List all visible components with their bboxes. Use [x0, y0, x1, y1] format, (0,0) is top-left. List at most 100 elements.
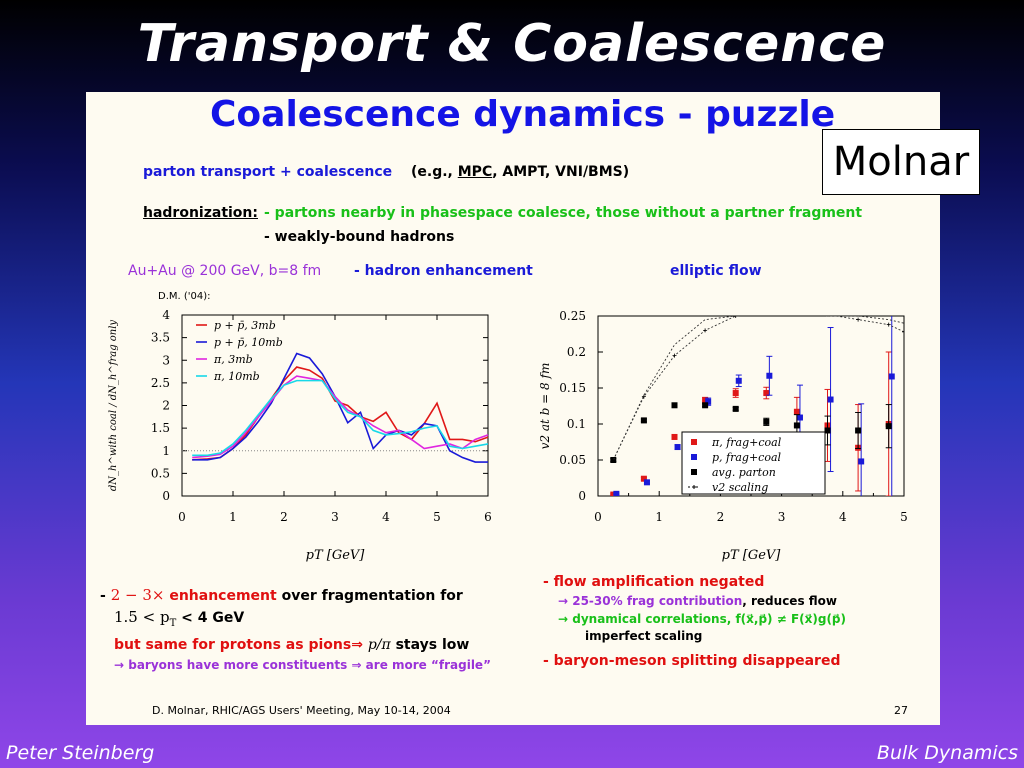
x-axis-label: pT [GeV]: [722, 548, 782, 563]
data-point-1: [674, 444, 681, 451]
y-tick-label: 0: [162, 489, 170, 503]
legend-label-1: p, frag+coal: [712, 451, 782, 464]
data-point-2: [732, 405, 739, 412]
legend-label-3: v2 scaling: [712, 481, 768, 494]
left-bullet3: → baryons have more constituents ⇒ are m…: [114, 658, 491, 672]
x-tick-label: 1: [655, 510, 663, 524]
series-line-2: [192, 375, 489, 459]
left-bullet2-c: stays low: [395, 637, 470, 653]
data-point-1: [643, 479, 650, 486]
right-head-topic: elliptic flow: [670, 263, 762, 279]
line1-rest: , AMPT, VNI/BMS): [492, 164, 630, 180]
left-bullet1-factor: 2 − 3×: [110, 586, 165, 604]
scaling-curve-1: [612, 316, 904, 461]
legend-marker-3: [692, 485, 696, 489]
y-tick-label: 3: [162, 353, 170, 367]
series-line-3: [192, 379, 489, 457]
y-tick-label: 0.15: [559, 381, 586, 395]
left-bullet2: but same for protons as pions⇒ p/π stays…: [114, 637, 469, 653]
data-point-1: [766, 372, 773, 379]
x-tick-label: 2: [280, 510, 288, 524]
left-bullet1-row2: 1.5 < pT < 4 GeV: [114, 608, 244, 629]
y-tick-label: 2: [162, 399, 170, 413]
footer-left: Peter Steinberg: [6, 742, 155, 764]
y-tick-label: 4: [162, 308, 170, 322]
data-point-0: [732, 390, 739, 397]
data-point-2: [885, 423, 892, 430]
x-tick-label: 3: [331, 510, 339, 524]
left-head-topic: - hadron enhancement: [354, 263, 533, 279]
hadronization-label: hadronization:: [143, 205, 258, 221]
legend-swatch-1: [691, 454, 697, 460]
x-tick-label: 3: [778, 510, 786, 524]
y-axis-label: v2 at b = 8 fm: [538, 363, 552, 450]
footer-right: Bulk Dynamics: [876, 742, 1018, 764]
hadronization-line2: - weakly-bound hadrons: [264, 229, 455, 245]
scaling-point: [856, 317, 861, 322]
right-bullet2-b: , reduces flow: [742, 594, 837, 608]
y-tick-label: 1.5: [151, 421, 170, 435]
legend-label-2: avg. parton: [712, 466, 776, 479]
hadron-enhancement-chart: 0 1 2 3 4 5 6 0 0.5 1 1.5 2 2.5 3 3.5 4 pT [GeV] dN_h^wit…: [108, 308, 492, 563]
right-bullet3: → dynamical correlations, f(x⃗,p⃗) ≠ F(x…: [558, 612, 847, 626]
x-tick-label: 2: [717, 510, 725, 524]
left-bullet1-row1: - 2 − 3× enhancement over fragmentation …: [100, 586, 463, 604]
panel-title: Coalescence dynamics - puzzle: [210, 94, 836, 135]
scaling-point: [703, 328, 708, 333]
scaling-point: [795, 312, 799, 316]
left-bullet1-rest: over fragmentation for: [281, 588, 463, 604]
page-number: 27: [894, 704, 908, 717]
data-point-2: [793, 422, 800, 429]
elliptic-flow-chart: 0 1 2 3 4 5 0 0.05 0.1 0.15 0.2 0.25 pT [GeV] v2 at b…: [538, 309, 908, 563]
line1-mpc-link[interactable]: MPC: [457, 164, 493, 180]
data-point-0: [702, 397, 709, 404]
line1-eg: (e.g., MPC, AMPT, VNI/BMS): [411, 164, 629, 180]
x-tick-label: 5: [433, 510, 441, 524]
y-tick-label: 0.2: [567, 345, 586, 359]
left-bullet1-range-sub: T: [169, 618, 177, 629]
data-point-2: [763, 418, 770, 425]
y-tick-label: 1: [162, 444, 170, 458]
data-point-2: [855, 427, 862, 434]
y-tick-label: 0.05: [559, 453, 586, 467]
y-tick-label: 2.5: [151, 376, 170, 390]
legend-swatch-0: [691, 439, 697, 445]
hadronization-line1: - partons nearby in phasespace coalesce,…: [264, 205, 863, 221]
y-tick-label: 0: [578, 489, 586, 503]
y-tick-label: 0.5: [151, 466, 170, 480]
data-point-2: [824, 427, 831, 434]
author-label-box: Molnar: [822, 129, 980, 195]
right-bullet2: → 25-30% frag contribution, reduces flow: [558, 594, 837, 608]
scaling-point: [733, 316, 738, 318]
legend-box: [681, 431, 826, 495]
left-bullet1-dash: -: [100, 588, 111, 604]
right-bullet2-a: → 25-30% frag contribution: [558, 594, 743, 608]
left-bullet2-ratio: p/π: [367, 637, 391, 653]
x-axis-label: pT [GeV]: [306, 548, 366, 563]
data-point-1: [735, 377, 742, 384]
left-bullet1-gev: < 4 GeV: [181, 610, 245, 626]
x-tick-label: 0: [594, 510, 602, 524]
left-bullet1-range: 1.5 < pT: [114, 608, 177, 629]
scaling-point: [902, 329, 904, 334]
legend-label-0: π, frag+coal: [711, 436, 782, 449]
legend-label-0: p + p̄, 3mb: [214, 319, 276, 332]
footer-credit: D. Molnar, RHIC/AGS Users' Meeting, May …: [152, 704, 451, 717]
line1-transport: parton transport + coalescence: [143, 164, 393, 180]
scaling-point: [672, 353, 677, 358]
y-tick-label: 3.5: [151, 331, 170, 345]
line1-eg-text: (e.g.,: [411, 164, 453, 180]
data-point-1: [705, 398, 712, 405]
scaling-point: [611, 458, 616, 462]
left-bullet1-range-text: 1.5 < p: [114, 608, 170, 626]
left-head-condition: Au+Au @ 200 GeV, b=8 fm: [128, 263, 322, 279]
data-point-1: [827, 396, 834, 403]
slide-title: Transport & Coalescence: [137, 14, 887, 74]
data-point-2: [640, 417, 647, 424]
data-point-0: [610, 491, 617, 496]
data-point-1: [858, 458, 865, 465]
left-bullet1-enh: enhancement: [169, 588, 277, 604]
data-point-0: [640, 475, 647, 482]
data-point-2: [671, 402, 678, 409]
legend-swatch-2: [691, 469, 697, 475]
